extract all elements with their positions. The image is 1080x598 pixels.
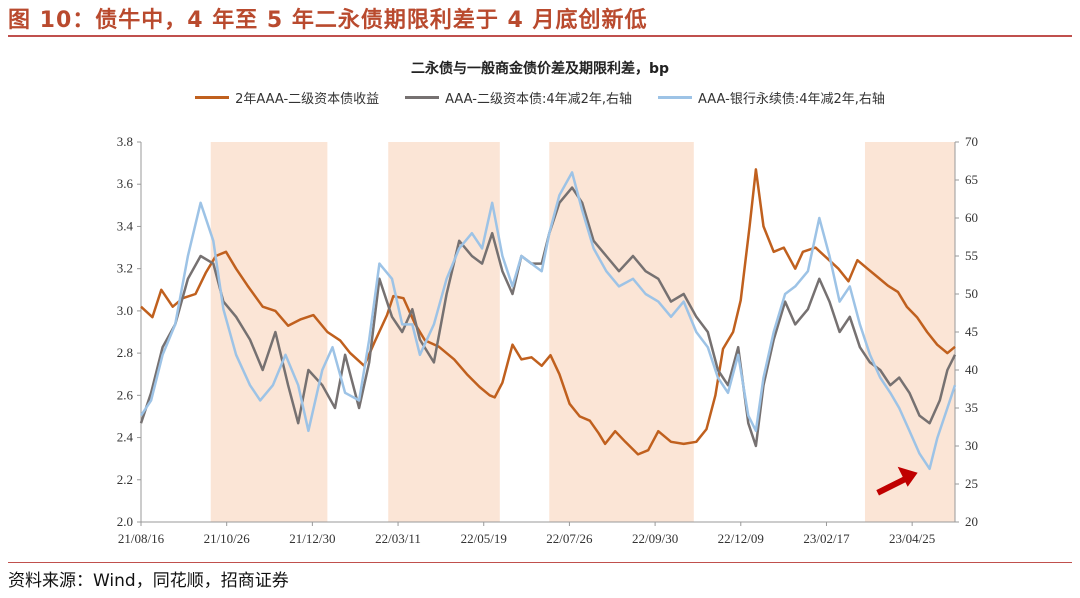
shaded-period-3 — [549, 142, 694, 522]
shaded-period-1 — [210, 142, 328, 522]
legend-label: 2年AAA-二级资本债收益 — [235, 92, 380, 107]
annotation-arrow — [876, 466, 918, 496]
x-tick-label: 23/04/25 — [889, 531, 935, 546]
x-tick-label: 22/12/09 — [718, 531, 764, 546]
x-tick-label: 21/12/30 — [289, 531, 335, 546]
legend-swatch — [195, 96, 230, 99]
right-tick-label: 20 — [965, 514, 978, 529]
left-tick-label: 3.0 — [117, 303, 133, 318]
legend-label: AAA-银行永续债:4年减2年,右轴 — [698, 92, 885, 107]
legend-swatch — [658, 96, 693, 99]
right-tick-label: 60 — [965, 210, 978, 225]
x-tick-label: 22/05/19 — [461, 531, 507, 546]
right-tick-label: 65 — [965, 172, 978, 187]
chart-title: 二永债与一般商金债价差及期限利差，bp — [410, 61, 670, 77]
right-tick-label: 45 — [965, 324, 978, 339]
left-tick-label: 3.8 — [117, 134, 133, 149]
right-tick-label: 55 — [965, 248, 978, 263]
right-tick-label: 30 — [965, 438, 978, 453]
right-tick-label: 70 — [965, 134, 978, 149]
x-tick-label: 22/03/11 — [375, 531, 421, 546]
chart-canvas: 2.0 2.2 2.4 2.6 2.8 3.0 3.2 3.4 3.6 3.8 20 25 30 35 40… — [117, 134, 978, 546]
left-tick-label: 3.2 — [117, 261, 133, 276]
title-divider — [8, 35, 1072, 37]
left-tick-label: 2.8 — [117, 345, 133, 360]
arrow-head — [897, 466, 918, 487]
x-tick-label: 21/08/16 — [118, 531, 165, 546]
left-tick-label: 2.0 — [117, 514, 133, 529]
series-line-2 — [139, 186, 957, 448]
x-tick-label: 22/09/30 — [632, 531, 678, 546]
source-note: 资料来源：Wind，同花顺，招商证券 — [8, 571, 289, 591]
shaded-period-2 — [388, 142, 500, 522]
shaded-period-4 — [864, 142, 955, 522]
legend-label: AAA-二级资本债:4年减2年,右轴 — [445, 92, 633, 107]
x-tick-label: 23/02/17 — [803, 531, 850, 546]
left-tick-label: 2.2 — [117, 472, 133, 487]
left-tick-label: 3.6 — [117, 176, 134, 191]
legend-item-tier2-term-spread: AAA-二级资本债:4年减2年,右轴 — [405, 88, 632, 107]
right-tick-label: 50 — [965, 286, 978, 301]
right-tick-label: 35 — [965, 400, 978, 415]
legend-swatch — [405, 96, 440, 99]
chart-legend: 2年AAA-二级资本债收益 AAA-二级资本债:4年减2年,右轴 AAA-银行永… — [0, 88, 1080, 107]
x-tick-label: 22/07/26 — [546, 531, 593, 546]
x-tick-label: 21/10/26 — [204, 531, 251, 546]
source-divider — [8, 562, 1072, 563]
right-tick-label: 40 — [965, 362, 978, 377]
left-tick-label: 3.4 — [117, 218, 134, 233]
left-tick-label: 2.4 — [117, 430, 134, 445]
right-tick-label: 25 — [965, 476, 978, 491]
figure-title: 图 10：债牛中，4 年至 5 年二永债期限利差于 4 月底创新低 — [8, 8, 648, 33]
legend-item-perpetual-term-spread: AAA-银行永续债:4年减2年,右轴 — [658, 88, 885, 107]
series-line-3 — [139, 171, 957, 471]
left-tick-label: 2.6 — [117, 387, 134, 402]
series-line-1 — [140, 168, 956, 456]
legend-item-2y-aaa-yield: 2年AAA-二级资本债收益 — [195, 88, 379, 107]
